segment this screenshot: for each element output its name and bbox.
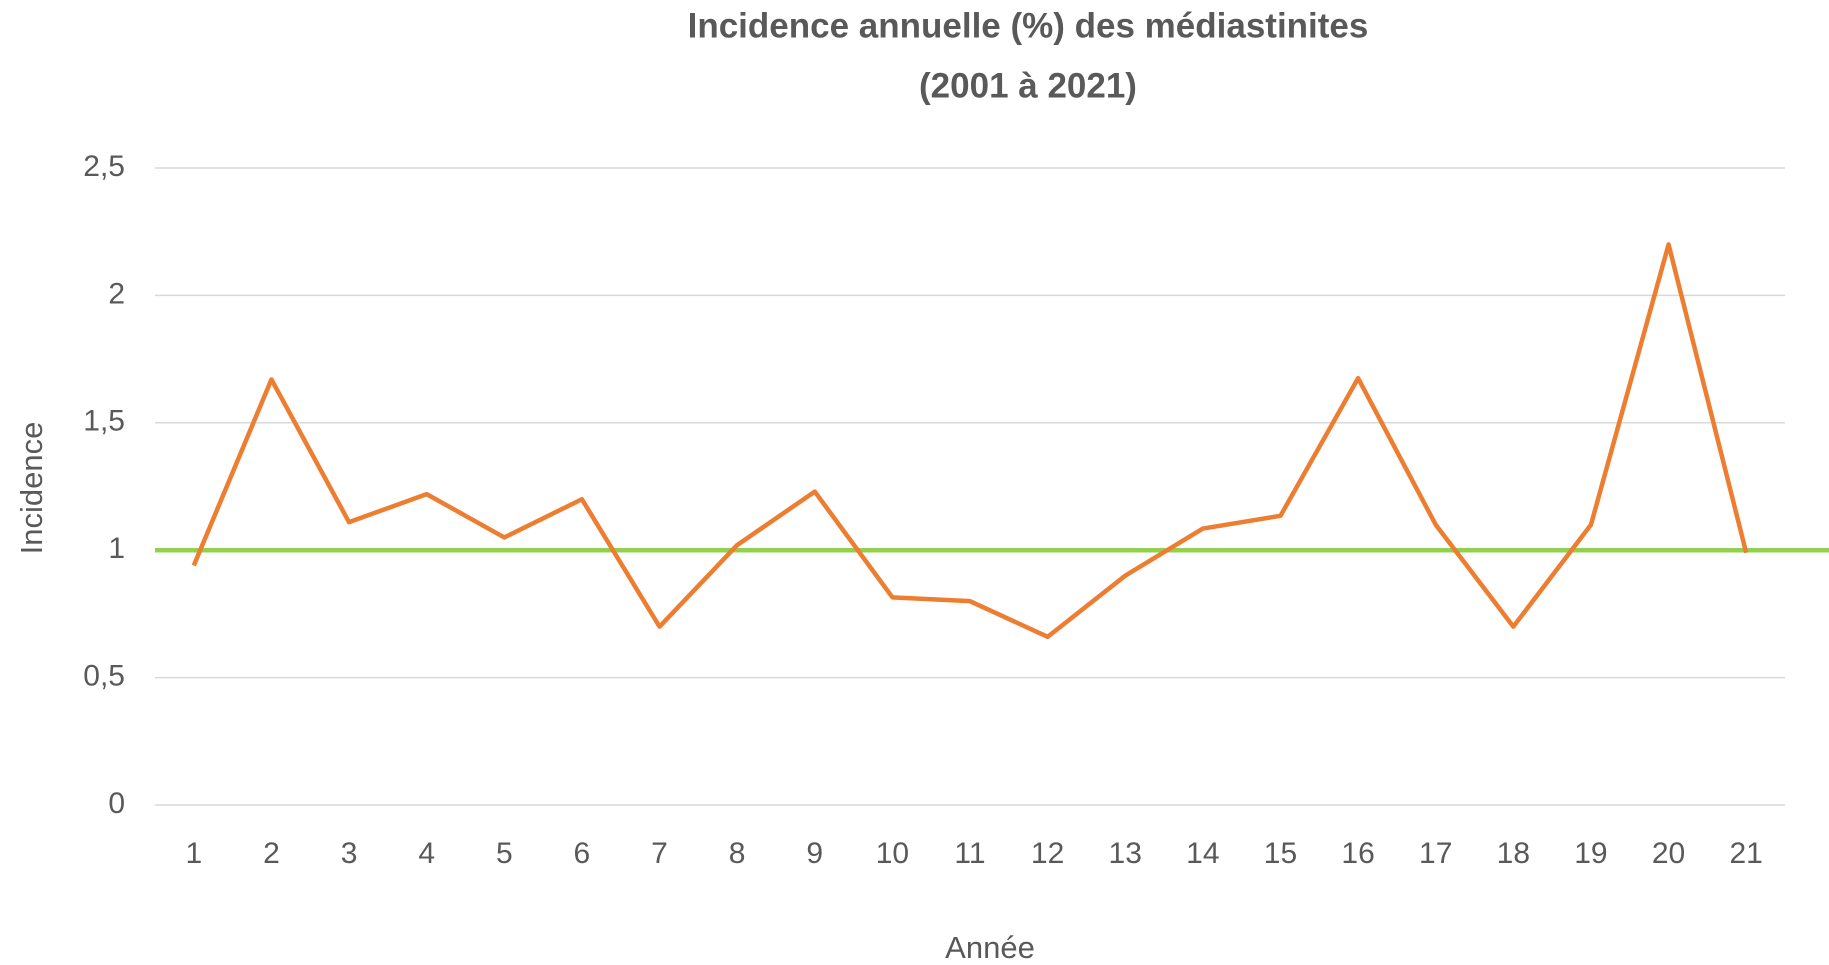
y-tick-label: 1 (108, 532, 125, 565)
x-tick-label: 7 (651, 837, 668, 870)
x-tick-label: 10 (876, 837, 909, 870)
x-tick-label: 3 (341, 837, 358, 870)
y-tick-label: 0 (108, 787, 125, 820)
x-tick-label: 16 (1341, 837, 1374, 870)
x-tick-label: 18 (1497, 837, 1530, 870)
y-axis-title: Incidence (14, 422, 49, 555)
x-tick-label: 9 (806, 837, 823, 870)
x-tick-label: 20 (1652, 837, 1685, 870)
x-tick-label: 12 (1031, 837, 1064, 870)
x-tick-label: 2 (263, 837, 280, 870)
x-tick-label: 4 (418, 837, 435, 870)
y-tick-label: 2 (108, 277, 125, 310)
x-tick-label: 17 (1419, 837, 1452, 870)
chart-title: (2001 à 2021) (919, 66, 1137, 105)
x-tick-label: 19 (1574, 837, 1607, 870)
x-tick-label: 1 (185, 837, 202, 870)
x-tick-label: 5 (496, 837, 513, 870)
x-tick-label: 14 (1186, 837, 1219, 870)
x-tick-label: 13 (1109, 837, 1142, 870)
x-tick-label: 11 (954, 837, 985, 870)
x-axis-title: Année (945, 930, 1035, 965)
chart-title: Incidence annuelle (%) des médiastinites (688, 6, 1369, 45)
x-tick-label: 15 (1264, 837, 1297, 870)
y-tick-label: 1,5 (83, 405, 125, 438)
x-tick-label: 21 (1730, 837, 1763, 870)
x-tick-label: 6 (574, 837, 591, 870)
x-tick-label: 8 (729, 837, 746, 870)
line-series (191, 242, 1749, 640)
y-tick-label: 2,5 (83, 150, 125, 183)
y-tick-label: 0,5 (83, 660, 125, 693)
